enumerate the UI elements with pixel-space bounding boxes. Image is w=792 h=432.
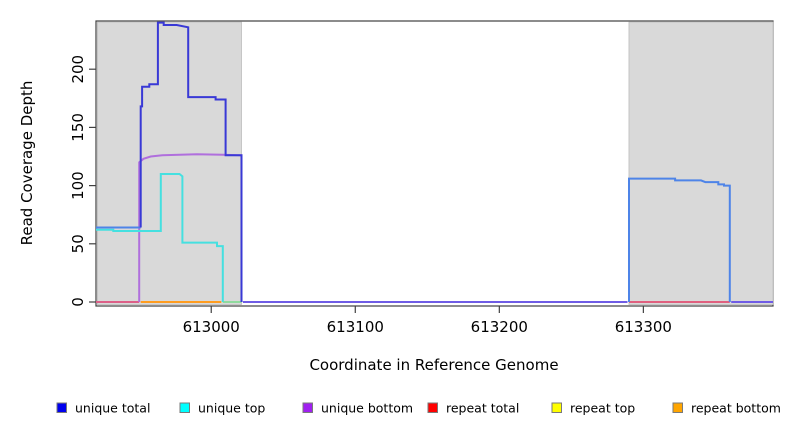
y-tick-label: 0 [69, 297, 87, 307]
legend-label: unique top [198, 401, 265, 416]
x-tick-label: 613300 [615, 318, 672, 336]
legend-label: repeat top [570, 401, 635, 416]
series-line-unique-top [96, 173, 224, 302]
y-tick-label: 150 [69, 113, 87, 142]
repeat-region-right [628, 21, 774, 305]
legend-swatch-unique-bottom [302, 402, 313, 413]
legend-swatch-repeat-total [427, 402, 438, 413]
legend-item-repeat-bottom: repeat bottom [672, 401, 781, 416]
series-line-unique-total [628, 177, 731, 302]
x-axis-title: Coordinate in Reference Genome [309, 356, 558, 374]
legend-swatch-unique-top [179, 402, 190, 413]
legend-swatch-unique-total [56, 402, 67, 413]
legend-item-repeat-top: repeat top [551, 401, 635, 416]
axes-layer [95, 20, 774, 307]
legend-label: unique total [75, 401, 150, 416]
series-line-unique-total [139, 21, 243, 302]
legend-label: unique bottom [321, 401, 413, 416]
legend-label: repeat bottom [691, 401, 781, 416]
x-tick-label: 613200 [471, 318, 528, 336]
repeat-region-left [97, 21, 242, 305]
legend-swatch-repeat-top [551, 402, 562, 413]
legend-item-unique-top: unique top [179, 401, 265, 416]
legend-item-unique-total: unique total [56, 401, 150, 416]
legend-label: repeat total [446, 401, 519, 416]
ticks-layer: 613000 613100 613200 613300 0 50 100 150 200 [69, 55, 672, 336]
series-unique-total [96, 21, 731, 302]
y-tick-label: 200 [69, 55, 87, 84]
series-layer [96, 21, 773, 303]
series-unique-top [96, 173, 224, 302]
y-tick-label: 100 [69, 171, 87, 200]
y-tick-label: 50 [69, 234, 87, 253]
legend-item-unique-bottom: unique bottom [302, 401, 413, 416]
x-tick-label: 613000 [183, 318, 240, 336]
x-tick-label: 613100 [327, 318, 384, 336]
y-axis-title: Read Coverage Depth [18, 81, 36, 246]
legend-swatch-repeat-bottom [672, 402, 683, 413]
legend: unique total unique top unique bottom repea… [56, 401, 781, 416]
legend-item-repeat-total: repeat total [427, 401, 519, 416]
